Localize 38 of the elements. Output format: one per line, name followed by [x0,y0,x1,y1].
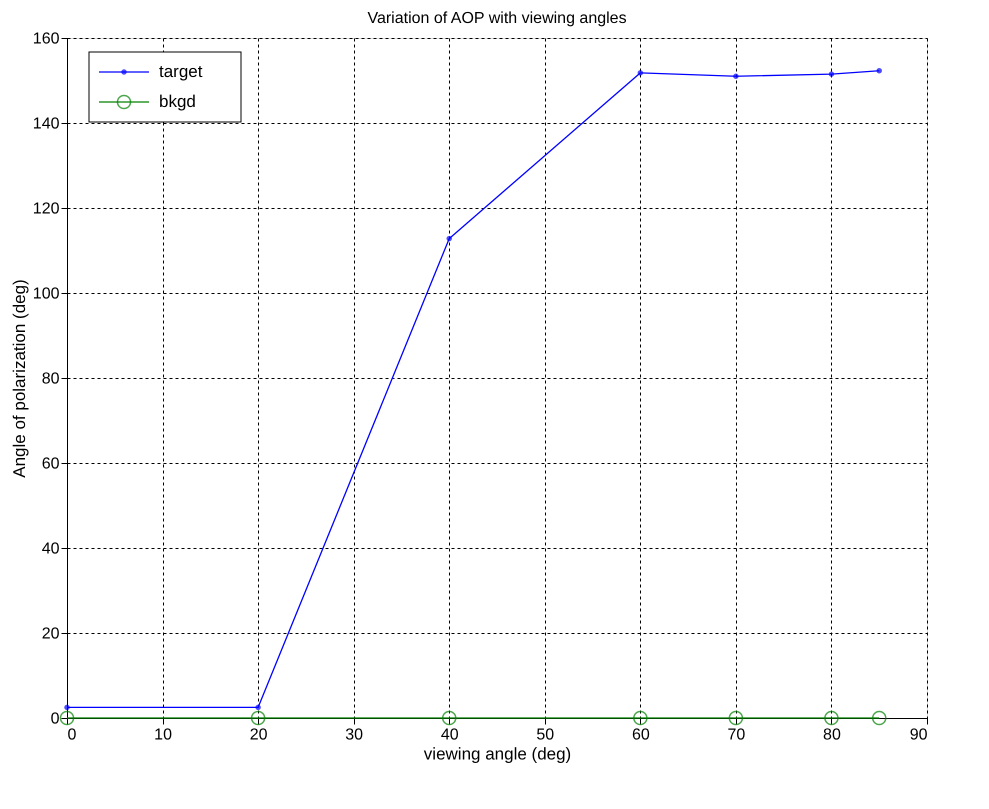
y-tick-label: 20 [42,626,60,642]
point [824,710,839,726]
point [446,236,452,242]
y-tick-label: 40 [42,540,60,558]
x-tick-label: 80 [823,726,841,744]
x-tick-label: 20 [250,726,268,744]
legend-label: bkgd [159,92,196,111]
x-axis-title: viewing angle (deg) [424,744,572,764]
point [876,68,882,74]
chart-title: Variation of AOP with viewing angles [367,10,627,27]
x-tick-label: 30 [345,726,364,744]
y-tick-label: 160 [32,30,60,48]
point [728,710,744,726]
point [250,710,266,726]
x-tick-label: 60 [632,726,650,744]
point [60,710,74,726]
point [638,70,644,76]
point [64,704,70,710]
point [255,704,261,710]
x-tick-label: 40 [440,726,459,744]
point [828,71,834,77]
y-tick-label: 60 [42,456,60,472]
point [442,710,456,726]
point [733,74,739,79]
y-tick-label: 140 [32,116,60,132]
point [633,710,648,726]
y-axis-title: Angle of polarization (deg) [10,279,29,478]
x-tick-label: 90 [910,726,928,744]
y-tick-label: 100 [32,286,60,302]
point [872,710,886,726]
y-tick-label: 80 [42,370,60,388]
x-tick-label: 70 [727,726,746,744]
x-tick-label: 10 [154,726,172,744]
legend-label: target [159,62,203,81]
y-tick-label: 120 [32,200,60,218]
x-tick-label: 50 [536,726,554,744]
y-tick-label: 0 [50,710,60,728]
x-tick-label: 0 [68,726,76,744]
